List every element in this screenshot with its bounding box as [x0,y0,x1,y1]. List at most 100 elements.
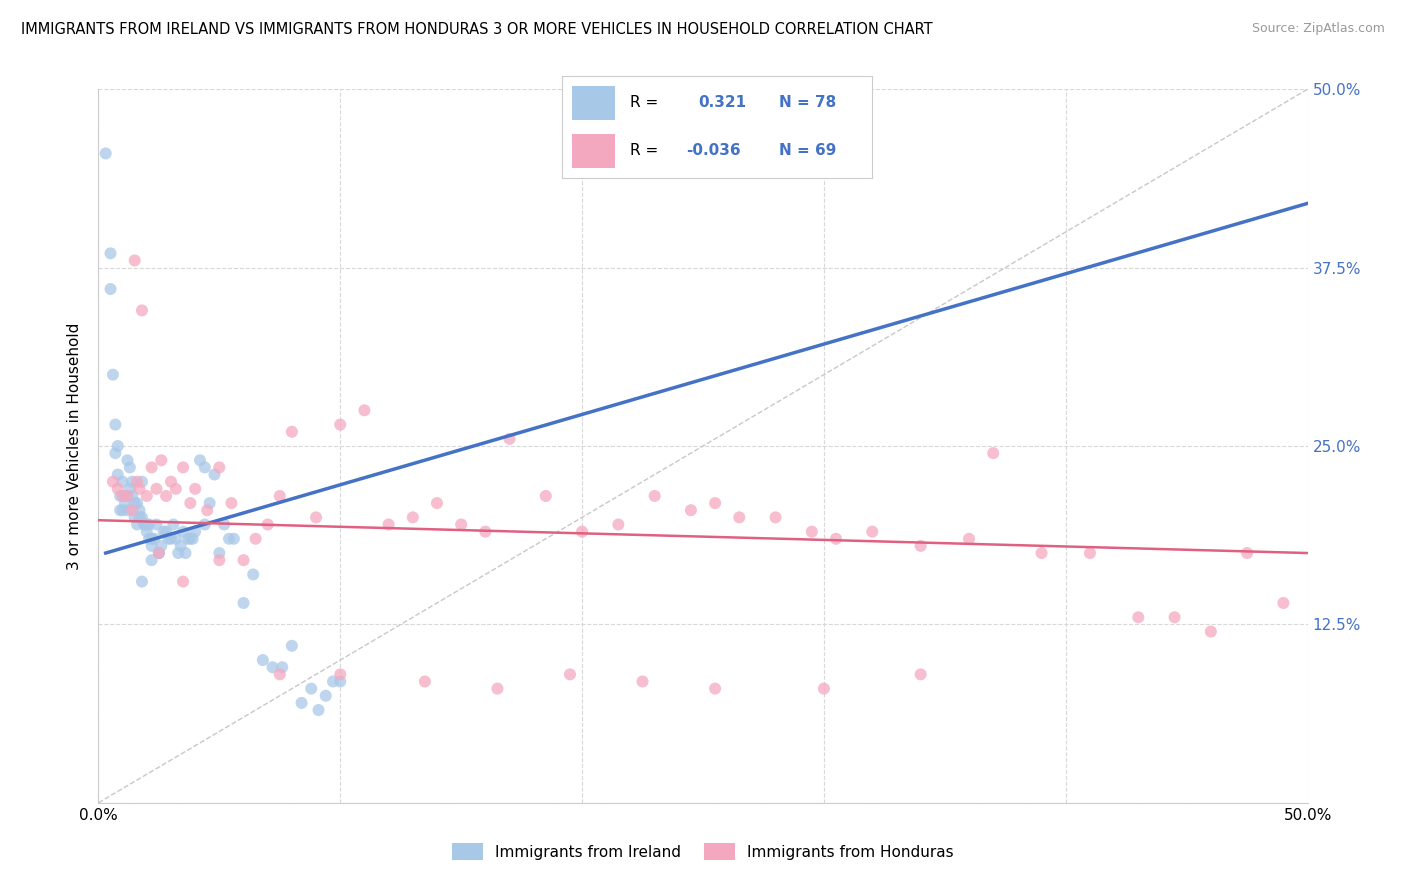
Text: R =: R = [630,95,658,110]
Point [127,496,149,510]
Point [426,496,449,510]
Point [679,503,702,517]
Point [262,660,284,674]
Point [825,532,848,546]
Point [1236,546,1258,560]
Point [104,446,127,460]
Point [377,517,399,532]
Point [148,546,170,560]
Point [181,532,204,546]
Point [242,567,264,582]
Point [152,524,174,539]
Point [135,524,157,539]
Point [101,368,124,382]
Text: N = 69: N = 69 [779,144,837,158]
Point [281,425,304,439]
Point [143,532,166,546]
Point [305,510,328,524]
Text: R =: R = [630,144,658,158]
Point [107,482,129,496]
Point [167,546,190,560]
Point [188,453,211,467]
Point [111,489,134,503]
Point [141,553,163,567]
Point [269,489,291,503]
Point [607,517,630,532]
Y-axis label: 3 or more Vehicles in Household: 3 or more Vehicles in Household [67,322,83,570]
Point [114,496,136,510]
Point [127,475,149,489]
Point [813,681,835,696]
FancyBboxPatch shape [572,87,614,120]
Point [198,496,221,510]
Point [208,546,231,560]
Point [221,496,243,510]
Point [108,489,131,503]
Point [100,282,122,296]
Point [172,574,194,589]
Point [135,517,157,532]
Point [1128,610,1150,624]
Text: N = 78: N = 78 [779,95,837,110]
Point [631,674,654,689]
Point [800,524,823,539]
Text: Source: ZipAtlas.com: Source: ZipAtlas.com [1251,22,1385,36]
Point [644,489,666,503]
Point [177,532,200,546]
Point [910,539,932,553]
Point [141,539,163,553]
Point [212,517,235,532]
Point [315,689,337,703]
Point [1272,596,1295,610]
Point [128,510,150,524]
Point [195,503,218,517]
Point [150,453,173,467]
Point [165,482,187,496]
Point [208,553,231,567]
Point [160,532,183,546]
Point [128,503,150,517]
Point [138,532,160,546]
Point [155,489,177,503]
Point [117,489,139,503]
Point [765,510,787,524]
Point [131,510,153,524]
Point [165,532,187,546]
Point [118,482,141,496]
Point [145,517,167,532]
Point [194,517,217,532]
Point [957,532,980,546]
Point [124,253,146,268]
Point [486,681,509,696]
Point [402,510,425,524]
Point [127,517,149,532]
Point [107,439,129,453]
Point [1199,624,1222,639]
Point [222,532,245,546]
Point [108,503,131,517]
Point [131,574,153,589]
Point [981,446,1004,460]
Point [329,674,352,689]
Point [322,674,344,689]
Point [118,460,141,475]
Point [450,517,472,532]
Point [558,667,581,681]
Point [94,146,117,161]
Point [111,503,134,517]
Point [704,496,727,510]
Point [134,517,156,532]
Point [1163,610,1185,624]
Legend: Immigrants from Ireland, Immigrants from Honduras: Immigrants from Ireland, Immigrants from… [446,837,960,866]
Point [269,667,291,681]
Point [534,489,557,503]
Point [252,653,274,667]
Point [104,417,127,432]
Point [308,703,330,717]
Point [174,546,197,560]
Point [135,489,157,503]
Point [184,482,207,496]
Point [101,475,124,489]
Text: -0.036: -0.036 [686,144,741,158]
Point [150,539,173,553]
